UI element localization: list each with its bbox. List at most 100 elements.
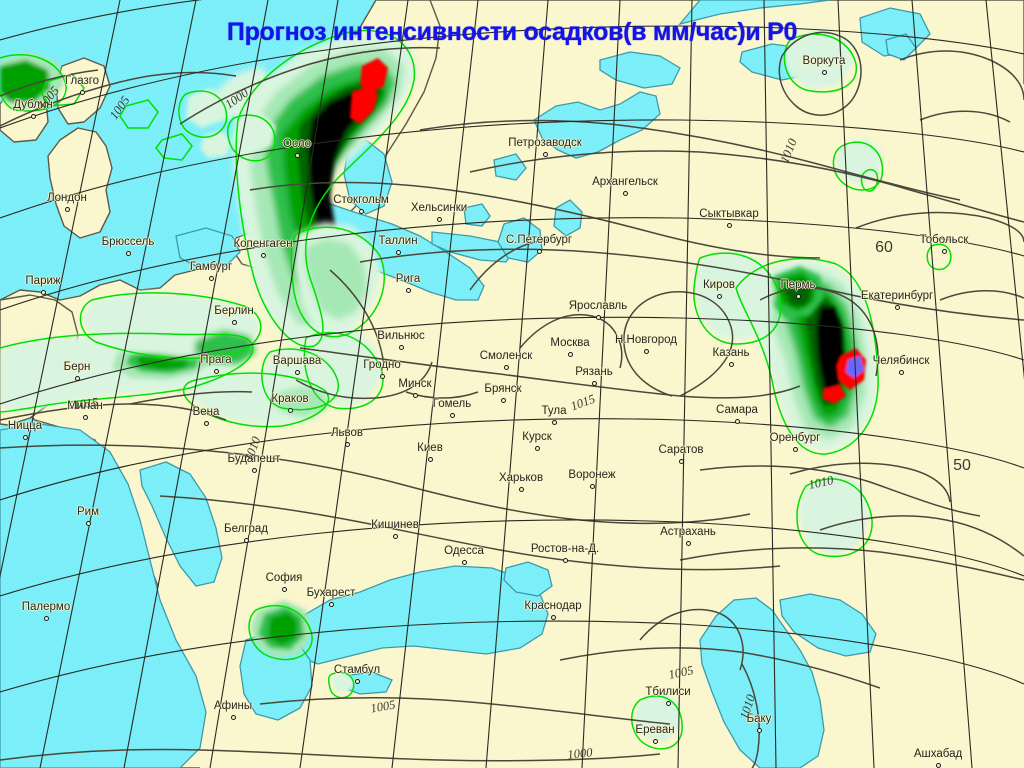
city-label: Копенгаген: [233, 238, 293, 250]
city-label: Гродно: [363, 359, 401, 371]
city-dot-icon: [203, 420, 209, 426]
city-dot-icon: [405, 287, 411, 293]
city-dot-icon: [935, 762, 941, 768]
city-dot-icon: [542, 151, 548, 157]
city-dot-icon: [260, 252, 266, 258]
city-label: Хельсинки: [410, 202, 468, 214]
city-dot-icon: [82, 414, 88, 420]
isobar-value-label: 1000: [222, 85, 251, 112]
city-dot-icon: [64, 206, 70, 212]
city-dot-icon: [43, 615, 49, 621]
isobar-value-label: 1005: [106, 93, 133, 122]
city-dot-icon: [665, 700, 671, 706]
city-label: Львов: [330, 427, 364, 439]
city-dot-icon: [622, 190, 628, 196]
city-dot-icon: [208, 275, 214, 281]
city-label: Стокгольм: [333, 194, 389, 206]
city-label: Гамбург: [189, 261, 233, 273]
city-dot-icon: [821, 69, 827, 75]
city-label: Будапешт: [227, 453, 281, 465]
city-label: Челябинск: [872, 355, 930, 367]
city-label: Тбилиси: [645, 686, 691, 698]
city-dot-icon: [22, 434, 28, 440]
city-dot-icon: [551, 419, 557, 425]
latitude-label: 50: [953, 457, 971, 474]
city-label: Пермь: [780, 279, 816, 291]
city-label: Стамбул: [333, 664, 381, 676]
city-label: Ашхабад: [913, 748, 963, 760]
city-dot-icon: [728, 361, 734, 367]
city-dot-icon: [534, 445, 540, 451]
city-dot-icon: [716, 293, 722, 299]
city-dot-icon: [125, 250, 131, 256]
city-label: Париж: [25, 275, 61, 287]
city-dot-icon: [449, 412, 455, 418]
city-dot-icon: [685, 540, 691, 546]
city-label: Таллин: [378, 235, 418, 247]
city-label: Воркута: [802, 55, 846, 67]
city-label: Варшава: [272, 355, 322, 367]
city-dot-icon: [734, 418, 740, 424]
city-dot-icon: [427, 456, 433, 462]
city-label: Ярославль: [568, 300, 628, 312]
isobar-value-label: 1010: [807, 473, 835, 492]
city-dot-icon: [652, 738, 658, 744]
city-label: Лондон: [47, 192, 87, 204]
city-label: Рим: [76, 506, 100, 518]
isobar-value-label: 1005: [369, 697, 397, 716]
city-label: Смоленск: [479, 350, 533, 362]
city-label: Курск: [522, 431, 552, 443]
city-label: Харьков: [498, 472, 544, 484]
city-label: Рига: [395, 273, 421, 285]
city-dot-icon: [792, 446, 798, 452]
city-label: Одесса: [444, 545, 484, 557]
isobar-value-label: 1005: [667, 663, 695, 682]
city-label: Воронеж: [568, 469, 616, 481]
city-label: Екатеринбург: [860, 290, 934, 302]
city-label: Тула: [541, 405, 567, 417]
city-dot-icon: [591, 380, 597, 386]
city-label: Сыктывкар: [699, 208, 759, 220]
city-dot-icon: [500, 397, 506, 403]
city-label: Саратов: [658, 444, 704, 456]
isobar-value-label: 1000: [566, 745, 594, 762]
city-label: Брянск: [484, 383, 522, 395]
city-dot-icon: [461, 559, 467, 565]
inland-water-layer: [0, 0, 931, 768]
city-dot-icon: [678, 458, 684, 464]
city-label: Ереван: [635, 724, 675, 736]
city-dot-icon: [230, 714, 236, 720]
city-label: Прага: [200, 354, 232, 366]
city-label: Н.Новгород: [615, 334, 677, 346]
city-label: Киев: [417, 442, 443, 454]
city-label: Рязань: [575, 366, 613, 378]
city-label: Петрозаводск: [508, 137, 582, 149]
city-label: Вильнюс: [377, 330, 425, 342]
isobar-value-label: 1010: [777, 136, 800, 166]
city-label: Берлин: [214, 305, 254, 317]
city-dot-icon: [328, 601, 334, 607]
city-label: Бухарест: [306, 587, 356, 599]
city-label: С.Петербург: [505, 234, 573, 246]
city-dot-icon: [251, 467, 257, 473]
city-label: Краков: [271, 393, 309, 405]
city-dot-icon: [243, 537, 249, 543]
city-label: Берн: [63, 361, 91, 373]
city-label: Белград: [224, 523, 268, 535]
city-dot-icon: [503, 364, 509, 370]
city-label: Тобольск: [919, 234, 969, 246]
city-dot-icon: [941, 248, 947, 254]
city-dot-icon: [231, 319, 237, 325]
city-dot-icon: [536, 248, 542, 254]
city-dot-icon: [344, 441, 350, 447]
city-label: Минск: [398, 378, 432, 390]
city-dot-icon: [518, 486, 524, 492]
city-dot-icon: [85, 520, 91, 526]
city-dot-icon: [550, 614, 556, 620]
city-dot-icon: [294, 152, 300, 158]
latitude-label: 60: [875, 239, 893, 256]
city-label: Ростов-на-Д.: [530, 543, 600, 555]
city-label: Казань: [712, 347, 750, 359]
